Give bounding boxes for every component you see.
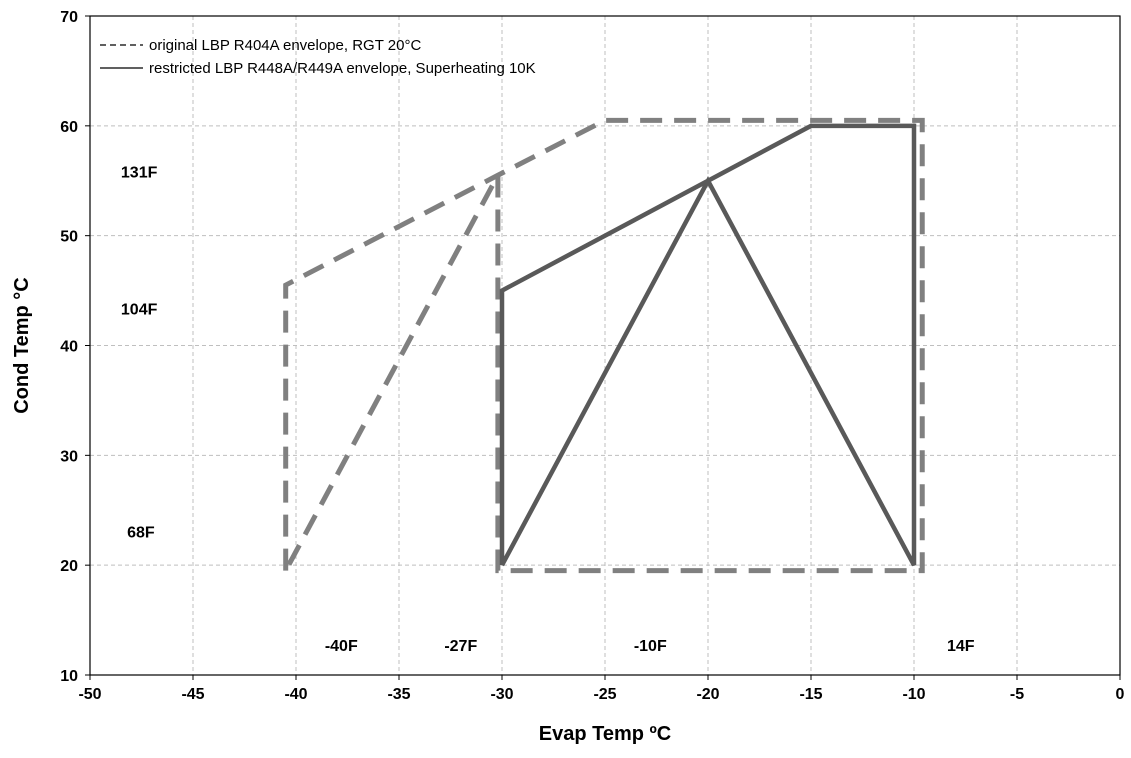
x-axis: -50 -45 -40 -35 -30 -25 -20 -15 -10 -5 0 — [78, 675, 1125, 703]
x-tick-label: -50 — [78, 686, 101, 703]
y-tick-label: 60 — [60, 119, 78, 136]
fahrenheit-label: -27F — [444, 638, 477, 655]
x-axis-title: Evap Temp ºC — [539, 723, 672, 745]
fahrenheit-label: 104F — [121, 302, 158, 319]
y-tick-label: 70 — [60, 9, 78, 26]
legend-label: original LBP R404A envelope, RGT 20°C — [149, 37, 421, 54]
fahrenheit-label: 68F — [127, 525, 155, 542]
series-restricted-envelope — [499, 123, 917, 567]
series-original-envelope — [283, 117, 925, 574]
grid — [90, 15, 1121, 675]
x-tick-label: 0 — [1116, 686, 1125, 703]
x-tick-label: -45 — [181, 686, 204, 703]
y-axis-title: Cond Temp °C — [11, 277, 33, 414]
fahrenheit-label: -40F — [325, 638, 358, 655]
annotations: 131F 104F 68F -40F -27F -10F 14F — [121, 164, 975, 654]
y-tick-label: 40 — [60, 339, 78, 356]
fahrenheit-label: -10F — [634, 638, 667, 655]
x-tick-label: -25 — [593, 686, 616, 703]
legend: original LBP R404A envelope, RGT 20°C res… — [100, 37, 536, 77]
legend-label: restricted LBP R448A/R449A envelope, Sup… — [149, 60, 536, 77]
fahrenheit-label: 14F — [947, 638, 975, 655]
x-tick-label: -5 — [1010, 686, 1024, 703]
y-tick-label: 50 — [60, 229, 78, 246]
x-tick-label: -15 — [799, 686, 822, 703]
x-tick-label: -30 — [490, 686, 513, 703]
y-tick-label: 10 — [60, 668, 78, 685]
y-axis: 10 20 30 40 50 60 70 — [60, 9, 90, 685]
fahrenheit-label: 131F — [121, 164, 158, 181]
x-tick-label: -10 — [902, 686, 925, 703]
x-tick-label: -35 — [387, 686, 410, 703]
y-tick-label: 30 — [60, 448, 78, 465]
x-tick-label: -20 — [696, 686, 719, 703]
series-layer — [283, 117, 925, 574]
x-tick-label: -40 — [284, 686, 307, 703]
y-tick-label: 20 — [60, 558, 78, 575]
